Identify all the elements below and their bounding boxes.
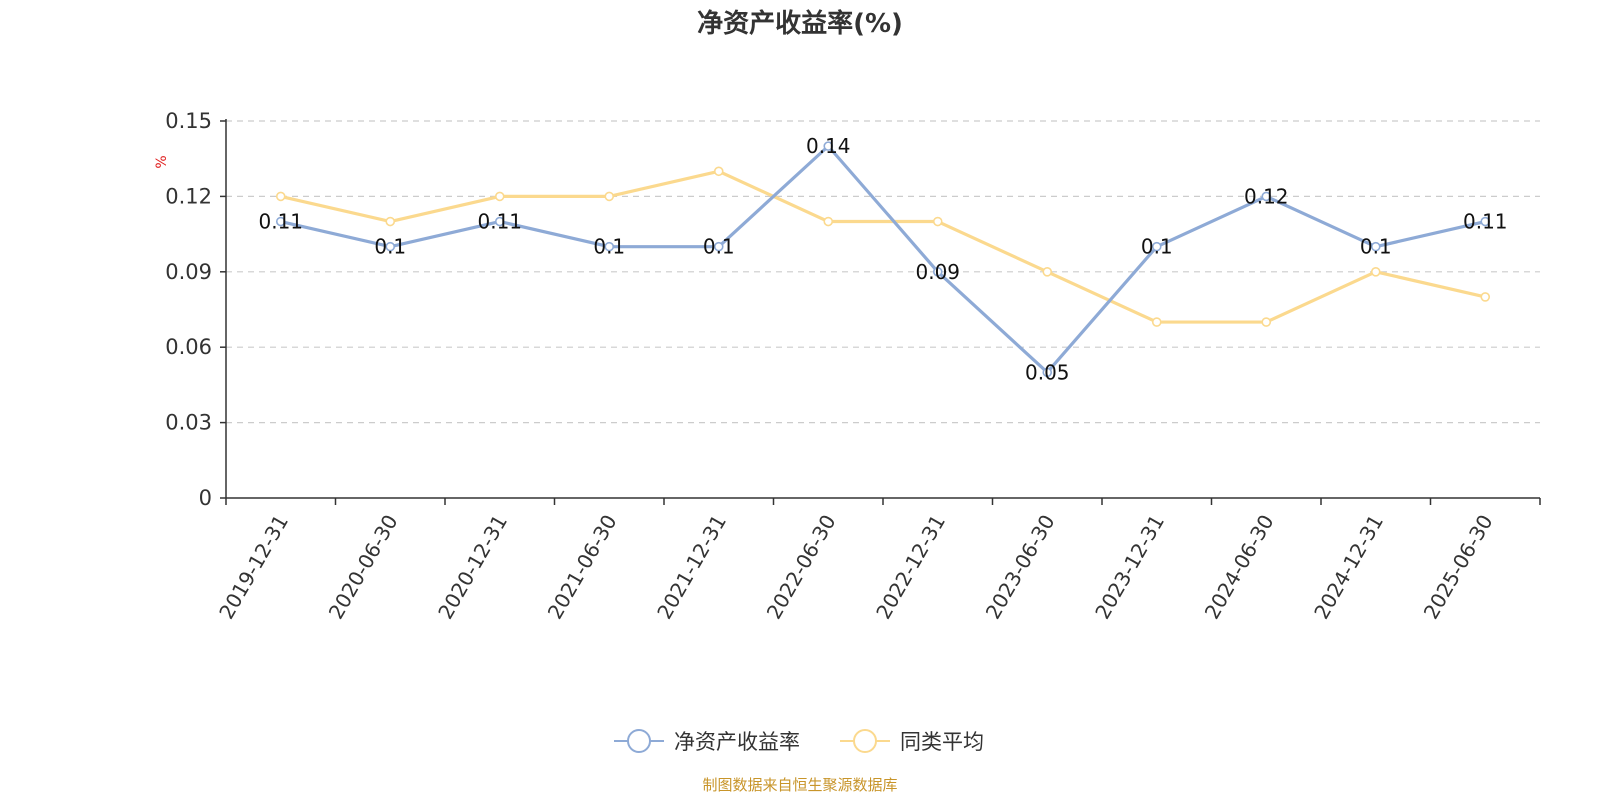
data-point: [713, 166, 724, 177]
x-tick-label: 2024-06-30: [1200, 511, 1279, 624]
x-tick-label: 2021-06-30: [543, 511, 622, 624]
data-label: 0.05: [1025, 360, 1070, 384]
data-label: 0.1: [374, 235, 406, 259]
x-tick-label: 2023-06-30: [981, 511, 1060, 624]
x-tick-label: 2021-12-31: [652, 511, 731, 624]
x-tick-label: 2024-12-31: [1309, 511, 1388, 624]
legend[interactable]: 净资产收益率 同类平均: [614, 729, 984, 754]
y-tick-label: 0.09: [165, 260, 212, 284]
y-axis-ticks: 0 0.03 0.06 0.09 0.12 0.15: [165, 109, 226, 510]
data-label: 0.11: [1463, 210, 1508, 234]
data-label: 0.11: [477, 210, 522, 234]
data-label: 0.1: [593, 235, 625, 259]
data-point: [1370, 241, 1381, 252]
data-label: 0.14: [806, 134, 851, 158]
series-layer: [275, 141, 1491, 378]
x-tick-label: 2020-12-31: [433, 511, 512, 624]
data-label: 0.1: [1360, 235, 1392, 259]
data-point: [1042, 266, 1053, 277]
legend-label: 同类平均: [900, 730, 984, 754]
data-label: 0.1: [1141, 235, 1173, 259]
data-point: [1151, 241, 1162, 252]
data-point: [275, 216, 286, 227]
data-point: [1261, 317, 1272, 327]
data-labels: 0.11 0.1 0.11 0.1 0.1 0.14 0.09 0.05 0.1 0.12 0.1 0…: [258, 134, 1507, 384]
y-tick-label: 0.03: [165, 411, 212, 435]
data-point: [713, 241, 724, 252]
data-point: [823, 141, 834, 151]
legend-marker-icon: [627, 729, 651, 753]
data-point: [494, 216, 505, 227]
data-point: [604, 241, 615, 252]
chart-title: 净资产收益率(%): [697, 8, 903, 39]
series-line-peer-average: [280, 169, 1486, 324]
y-tick-label: 0: [199, 486, 212, 510]
series-line-roe: [280, 144, 1486, 374]
data-point: [385, 241, 396, 252]
data-point: [1042, 367, 1053, 378]
grid-lines: [226, 120, 1540, 424]
x-tick-label: 2025-06-30: [1419, 511, 1498, 624]
data-point: [385, 216, 396, 227]
data-point: [1370, 266, 1381, 277]
data-label: 0.12: [1244, 184, 1289, 208]
data-point: [1151, 317, 1162, 327]
data-point: [1261, 191, 1272, 202]
data-label: 0.09: [915, 260, 960, 284]
y-tick-label: 0.15: [165, 109, 212, 133]
data-point: [823, 216, 834, 227]
data-label: 0.11: [258, 210, 303, 234]
y-tick-label: 0.06: [165, 335, 212, 359]
x-axis-ticks: 2019-12-31 2020-06-30 2020-12-31 2021-06-30…: [214, 498, 1541, 624]
y-tick-label: 0.12: [165, 184, 212, 208]
data-point: [494, 191, 505, 202]
data-label: 0.1: [703, 235, 735, 259]
x-tick-label: 2022-12-31: [871, 511, 950, 624]
data-point: [604, 191, 615, 202]
legend-item-roe[interactable]: 净资产收益率: [614, 729, 800, 754]
legend-label: 净资产收益率: [674, 730, 800, 754]
data-point: [932, 266, 943, 277]
x-tick-label: 2019-12-31: [214, 511, 293, 624]
x-tick-label: 2022-06-30: [762, 511, 841, 624]
axes: [225, 119, 1540, 499]
x-tick-label: 2023-12-31: [1090, 511, 1169, 624]
source-note: 制图数据来自恒生聚源数据库: [702, 776, 897, 794]
legend-marker-icon: [853, 729, 877, 753]
y-axis-label: %: [154, 155, 170, 168]
data-point: [275, 191, 286, 202]
data-point: [1480, 216, 1491, 227]
legend-item-peer-average[interactable]: 同类平均: [840, 729, 984, 754]
x-tick-label: 2020-06-30: [324, 511, 403, 624]
data-point: [1480, 292, 1491, 302]
data-point: [932, 216, 943, 227]
